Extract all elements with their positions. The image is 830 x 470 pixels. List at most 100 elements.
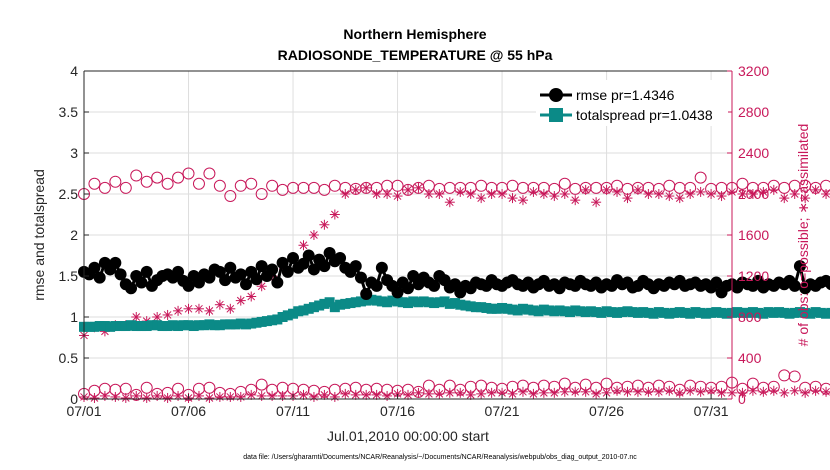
asterisk-stroke <box>717 192 726 200</box>
totalspread-point <box>653 307 664 318</box>
legend-rmse-marker <box>549 88 563 102</box>
asterisk-stroke <box>330 210 339 219</box>
asterisk-stroke <box>811 186 820 194</box>
legend-box <box>536 80 728 126</box>
obs-assimilated-low-point <box>549 387 560 398</box>
asterisk-stroke <box>581 387 590 396</box>
totalspread-point <box>110 321 121 332</box>
totalspread-point <box>763 307 774 318</box>
asterisk-stroke <box>195 392 203 400</box>
obs-assimilated-point <box>350 184 361 195</box>
legend: rmse pr=1.4346 totalspread pr=1.0438 <box>536 80 728 126</box>
obs-assimilated-low-point <box>277 390 288 401</box>
obs-possible-point <box>297 181 310 194</box>
rmse-point <box>224 261 237 274</box>
obs-assimilated-low-point <box>444 387 455 398</box>
totalspread-point <box>742 307 753 318</box>
obs-assimilated-low-point <box>685 385 696 396</box>
y-left-tick-label: 2 <box>70 227 78 243</box>
asterisk-stroke <box>581 186 590 194</box>
y-right-tick-label: 400 <box>738 350 762 366</box>
obs-assimilated-point <box>768 184 779 195</box>
asterisk-stroke <box>707 190 715 198</box>
asterisk-stroke <box>769 386 778 395</box>
totalspread-point <box>632 307 643 318</box>
obs-possible-point <box>590 181 603 194</box>
totalspread-point <box>382 297 393 308</box>
totalspread-point <box>288 308 299 319</box>
totalspread-point <box>329 302 340 313</box>
rmse-point <box>255 260 268 273</box>
asterisk-stroke <box>341 390 350 398</box>
obs-assimilated-low-point <box>340 388 351 399</box>
rmse-point <box>88 261 101 274</box>
asterisk-stroke <box>717 388 726 397</box>
obs-possible-point <box>161 177 174 190</box>
obs-possible-point <box>151 171 164 184</box>
totalspread-point <box>84 321 95 332</box>
totalspread-point <box>523 304 534 315</box>
totalspread-point <box>716 307 727 318</box>
obs-assimilated-low-point <box>214 391 225 402</box>
obs-assimilated-low-point <box>162 392 173 403</box>
asterisk-stroke <box>686 386 695 395</box>
rmse-point <box>788 279 801 292</box>
obs-assimilated-point <box>361 182 372 193</box>
x-tick-label: 07/11 <box>276 403 310 419</box>
totalspread-point <box>648 308 659 319</box>
obs-assimilated-point <box>340 189 351 199</box>
obs-assimilated-low-point <box>298 389 309 400</box>
obs-assimilated-point <box>329 209 340 220</box>
asterisk-stroke <box>738 190 747 198</box>
obs-assimilated-low-point <box>204 392 215 403</box>
totalspread-point <box>335 299 346 310</box>
obs-assimilated-point <box>580 184 591 195</box>
asterisk-stroke <box>822 190 830 198</box>
obs-assimilated-low-point <box>486 387 497 398</box>
totalspread-point <box>826 307 830 318</box>
obs-assimilated-point <box>403 184 413 195</box>
asterisk-stroke <box>550 388 559 397</box>
asterisk-stroke <box>299 241 308 250</box>
obs-assimilated-low-point <box>632 386 643 397</box>
asterisk-stroke <box>571 387 580 396</box>
totalspread-point <box>282 310 293 321</box>
totalspread-point <box>585 306 596 317</box>
rmse-point <box>287 251 300 264</box>
totalspread-point <box>627 307 638 318</box>
asterisk-stroke <box>790 190 799 198</box>
totalspread-point <box>497 302 508 313</box>
obs-assimilated-point <box>183 303 194 314</box>
obs-assimilated-low-point <box>779 387 790 398</box>
obs-assimilated-point <box>382 189 393 199</box>
obs-assimilated-low-point <box>507 388 518 399</box>
obs-assimilated-point <box>685 189 696 199</box>
totalspread-point <box>700 308 711 319</box>
totalspread-point <box>643 307 654 318</box>
obs-assimilated-low-point <box>350 389 361 400</box>
totalspread-point <box>429 298 440 309</box>
x-tick-label: 07/16 <box>380 403 415 419</box>
asterisk-stroke <box>822 387 830 396</box>
rmse-point <box>334 251 347 264</box>
totalspread-point <box>146 320 157 331</box>
totalspread-point <box>131 321 142 332</box>
totalspread-point <box>173 321 184 332</box>
obs-assimilated-low-point <box>120 392 131 403</box>
obs-assimilated-low-point <box>89 392 100 403</box>
totalspread-series <box>79 294 830 332</box>
totalspread-point <box>314 300 325 311</box>
obs-assimilated-low-point <box>538 387 549 398</box>
asterisk-stroke <box>749 386 757 395</box>
asterisk-stroke <box>383 190 391 198</box>
asterisk-stroke <box>310 231 318 239</box>
footer-data-file: data file: /Users/gharamti/Documents/NCA… <box>243 454 637 461</box>
obs-assimilated-low-point <box>319 389 330 400</box>
asterisk-stroke <box>801 194 810 202</box>
totalspread-point <box>570 305 581 316</box>
rmse-point <box>281 265 294 278</box>
totalspread-point <box>355 296 366 307</box>
asterisk-stroke <box>592 198 600 207</box>
asterisk-stroke <box>205 394 214 402</box>
asterisk-stroke <box>519 196 527 205</box>
